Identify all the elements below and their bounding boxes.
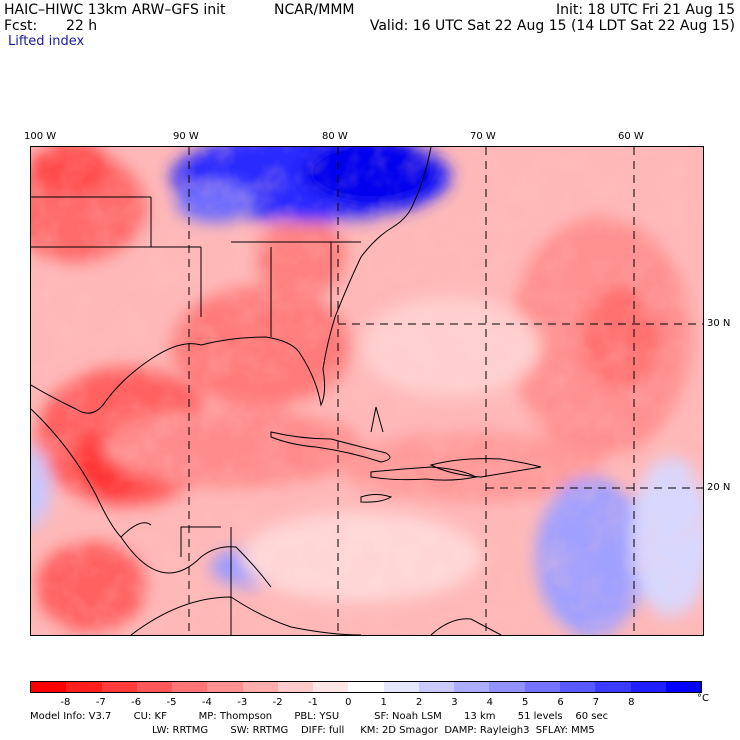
organization-label: NCAR/MMM <box>274 2 355 18</box>
colorbar-segment <box>101 682 137 692</box>
colorbar-label: -5 <box>166 697 177 708</box>
colorbar-segment <box>136 682 173 692</box>
colorbar-label: -2 <box>272 697 283 708</box>
colorbar-segment <box>242 682 278 692</box>
colorbar-segment <box>489 682 525 692</box>
lon-label-100w: 100 W <box>24 131 57 142</box>
colorbar-unit: °C <box>697 693 709 704</box>
colorbar-segment <box>595 682 631 692</box>
model-info-line-2: LW: RRTMG SW: RRTMG DIFF: full KM: 2D Sm… <box>152 725 595 736</box>
colorbar-label: 4 <box>486 697 493 708</box>
colorbar-label: -3 <box>237 697 248 708</box>
lat-label-30n: 30 N <box>707 318 731 329</box>
colorbar-segment <box>383 682 419 692</box>
field-texture <box>31 147 703 635</box>
model-info-line-1: Model Info: V3.7 CU: KF MP: Thompson PBL… <box>30 711 609 722</box>
colorbar-segment <box>66 682 102 692</box>
colorbar-segment <box>630 682 666 692</box>
colorbar-label: 6 <box>557 697 564 708</box>
lat-label-20n: 20 N <box>707 482 731 493</box>
colorbar-label: 0 <box>345 697 352 708</box>
colorbar-label: -6 <box>131 697 142 708</box>
colorbar-label: 2 <box>415 697 423 708</box>
init-time: Init: 18 UTC Fri 21 Aug 15 <box>555 2 735 18</box>
lon-label-80w: 80 W <box>322 131 348 142</box>
graticule <box>188 147 703 635</box>
colorbar-segment <box>524 682 560 692</box>
forecast-hour: 22 h <box>66 18 98 34</box>
colorbar-segment <box>172 682 208 692</box>
colorbar-label: -4 <box>201 697 212 708</box>
colorbar-label: 7 <box>592 697 600 708</box>
field-name: Lifted index <box>8 34 85 49</box>
colorbar-segment <box>559 682 596 692</box>
lifted-index-map <box>30 146 704 636</box>
colorbar-label: 8 <box>628 697 635 708</box>
colorbar-label: 1 <box>380 697 387 708</box>
colorbar-segment <box>277 682 314 692</box>
lon-label-60w: 60 W <box>618 131 644 142</box>
colorbar-label: -8 <box>60 697 71 708</box>
colorbar-label: 5 <box>521 697 529 708</box>
colorbar-segment <box>454 682 490 692</box>
colorbar-label: -1 <box>307 697 318 708</box>
colorbar-label: -7 <box>95 697 106 708</box>
forecast-label: Fcst: <box>4 18 38 34</box>
colorbar-segment <box>31 682 67 692</box>
colorbar <box>30 681 702 693</box>
colorbar-label: 3 <box>451 697 458 708</box>
lon-label-90w: 90 W <box>173 131 199 142</box>
map-canvas <box>31 147 703 635</box>
lon-label-70w: 70 W <box>470 131 496 142</box>
coastlines <box>31 147 542 635</box>
colorbar-segment <box>348 682 384 692</box>
valid-time: Valid: 16 UTC Sat 22 Aug 15 (14 LDT Sat … <box>369 18 735 34</box>
colorbar-segment <box>207 682 243 692</box>
colorbar-segment <box>418 682 455 692</box>
model-title: HAIC–HIWC 13km ARW–GFS init <box>4 2 226 18</box>
colorbar-segment <box>665 682 702 692</box>
colorbar-segment <box>313 682 349 692</box>
